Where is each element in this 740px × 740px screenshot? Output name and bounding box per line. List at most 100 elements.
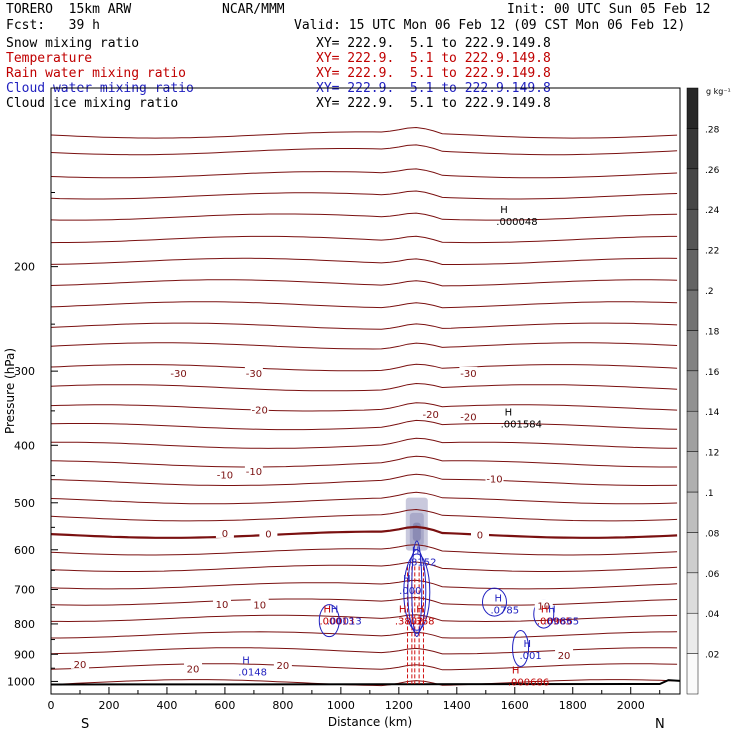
isotherm-label: 10 <box>253 601 266 612</box>
cloud-water-contour <box>512 629 530 667</box>
isotherm <box>50 419 678 431</box>
isotherm <box>50 647 678 655</box>
colorbar: .02 .04 .06 .08 .1 .12 .14 .16 .18 .2 .22 .24 .26 .28 <box>686 87 720 695</box>
x-tick-label: 1400 <box>443 699 471 712</box>
isotherm <box>50 235 678 244</box>
colorbar-step <box>686 653 699 695</box>
x-tick-label: 0 <box>48 699 55 712</box>
init-time: Init: 00 UTC Sun 05 Feb 12 <box>507 2 711 17</box>
extremum-value: .000048 <box>496 217 537 228</box>
isotherm <box>50 508 678 522</box>
colorbar-tick-label: .06 <box>705 570 720 580</box>
y-tick-label: 400 <box>14 439 35 452</box>
cloud-water-contour <box>407 549 427 634</box>
isotherm <box>50 579 678 590</box>
colorbar-tick-label: .26 <box>705 166 720 176</box>
x-tick-label: 1200 <box>385 699 413 712</box>
field-name-rain: Rain water mixing ratio <box>6 66 187 81</box>
model-title: TORERO 15km ARW <box>6 2 132 17</box>
isotherm <box>50 279 678 287</box>
isotherm-label: -10 <box>486 474 502 485</box>
cloud-water-contour <box>403 553 431 631</box>
label-mask <box>70 657 89 669</box>
isotherm-label: -10 <box>246 467 262 478</box>
label-mask <box>169 366 188 378</box>
extremum-value: .001 <box>519 651 541 662</box>
extremum-mark: H <box>494 594 502 605</box>
isotherm-label: 0 <box>477 531 483 542</box>
cloud-shading <box>405 497 428 551</box>
valid-time: Valid: 15 UTC Mon 06 Feb 12 (09 CST Mon … <box>294 18 686 33</box>
colorbar-step <box>686 451 699 493</box>
field-xy-cloud-ice: XY= 222.9. 5.1 to 222.9.149.8 <box>316 96 551 111</box>
extremum-mark: H <box>512 666 520 677</box>
temperature-contours <box>50 126 681 687</box>
isotherm <box>51 614 678 623</box>
isotherm <box>50 491 678 505</box>
y-tick-label: 500 <box>14 497 35 510</box>
isotherm-label: -20 <box>460 413 476 424</box>
field-xy-rain: XY= 222.9. 5.1 to 222.9.149.8 <box>316 66 551 81</box>
colorbar-tick-label: .14 <box>705 408 720 418</box>
label-mask <box>215 468 234 480</box>
extremum-mark: H <box>242 656 250 667</box>
isotherm-label: 20 <box>74 660 87 671</box>
label-mask <box>459 366 478 378</box>
extremum-value: .00013 <box>319 617 354 628</box>
isotherm <box>50 455 678 468</box>
x-tick-label: 1600 <box>501 699 529 712</box>
extremum-mark: H <box>541 605 549 616</box>
label-mask <box>421 407 440 419</box>
label-mask <box>273 658 292 670</box>
x-tick-label: 2000 <box>617 699 645 712</box>
y-tick-label: 1000 <box>7 675 35 688</box>
axes: 0 200 400 600 800 1000 1200 1400 1600 1800 2000200… <box>7 191 661 712</box>
label-mask <box>485 472 504 484</box>
colorbar-step <box>686 87 699 129</box>
colorbar-step <box>686 208 699 250</box>
north-label: N <box>655 717 665 732</box>
isotherm <box>51 437 678 449</box>
extremum-value: .00013 <box>327 617 362 628</box>
colorbar-step <box>686 491 699 533</box>
isotherm <box>50 402 678 412</box>
x-tick-label: 1800 <box>559 699 587 712</box>
freezing-isotherm <box>50 525 678 539</box>
x-tick-label: 200 <box>98 699 119 712</box>
label-mask <box>250 403 269 415</box>
x-tick-label: 800 <box>272 699 293 712</box>
y-tick-label: 900 <box>14 648 35 661</box>
extremum-mark: H <box>500 205 508 216</box>
cloud-ice-shade <box>412 522 421 542</box>
south-label: S <box>81 717 89 732</box>
y-tick-label: 300 <box>14 365 35 378</box>
x-tick-label: 400 <box>156 699 177 712</box>
cloud-water-contour <box>411 540 423 637</box>
colorbar-tick-label: .24 <box>705 206 720 216</box>
extremum-value: .000 <box>399 586 421 597</box>
label-mask <box>184 662 203 674</box>
label-mask <box>534 599 553 611</box>
isotherm <box>50 190 678 200</box>
x-tick-label: 1000 <box>327 699 355 712</box>
extremum-mark: H <box>399 605 407 616</box>
field-name-temperature: Temperature <box>6 51 93 66</box>
extremum-value: .001584 <box>501 420 542 431</box>
isotherm <box>50 473 678 486</box>
label-mask <box>250 598 269 610</box>
colorbar-tick-label: .2 <box>705 287 714 297</box>
colorbar-step <box>686 572 699 614</box>
isotherm <box>51 631 678 639</box>
colorbar-step <box>686 612 699 654</box>
contour-labels: -30 -30 -30 -20 -20 -20 -10 -10 -10 0 0 0 10 10 10 20 20… <box>70 205 579 689</box>
extremum-mark: H <box>412 545 420 556</box>
isotherm <box>50 663 678 671</box>
x-axis-label: Distance (km) <box>328 715 412 729</box>
colorbar-step <box>686 370 699 412</box>
plot-frame <box>50 87 681 695</box>
colorbar-step <box>686 330 699 372</box>
field-xy-temperature: XY= 222.9. 5.1 to 222.9.149.8 <box>316 51 551 66</box>
extremum-value: .00865 <box>544 617 579 628</box>
extremum-mark: H <box>403 574 411 585</box>
